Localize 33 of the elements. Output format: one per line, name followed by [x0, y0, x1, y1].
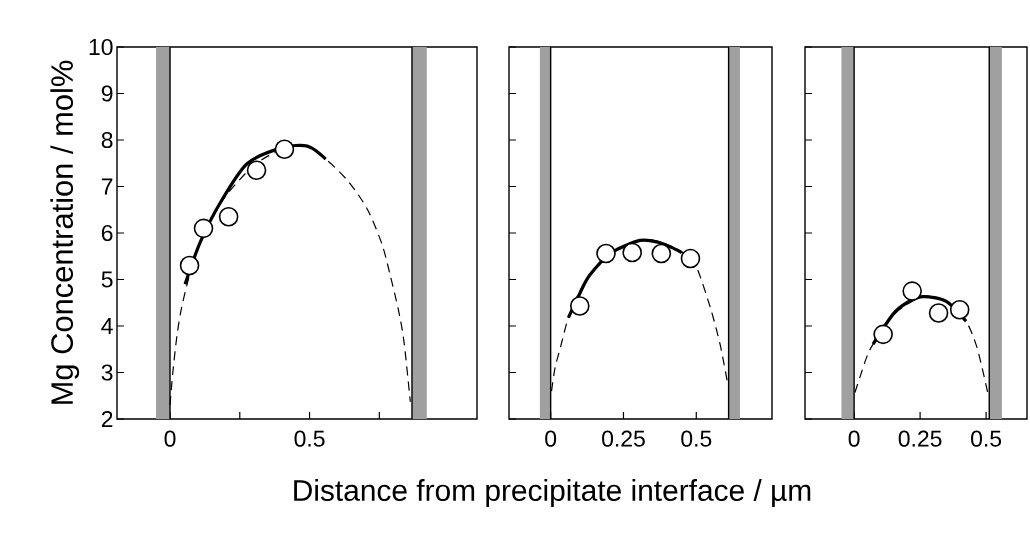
x-tick-label: 0 — [848, 430, 860, 447]
y-tick-label: 6 — [101, 224, 113, 242]
point — [179, 255, 200, 276]
x-tick-label: 0.25 — [898, 430, 942, 447]
point — [218, 206, 239, 227]
point — [193, 218, 214, 239]
point — [873, 324, 893, 345]
x-tick-label: 0.5 — [294, 430, 325, 447]
point — [902, 281, 922, 301]
x-tick-label: 0 — [164, 430, 176, 447]
y-tick-label: 3 — [101, 364, 113, 381]
point — [596, 243, 616, 264]
point — [274, 139, 295, 160]
point — [569, 296, 590, 316]
x-tick-label: 0.5 — [681, 430, 712, 447]
x-tick-label: 0 — [545, 430, 557, 447]
y-tick-label: 4 — [101, 318, 113, 334]
point — [622, 242, 643, 263]
x-tick-label: 0.25 — [602, 430, 645, 447]
y-axis-title: Mg Concentration / mol% — [50, 60, 80, 404]
y-tick-label: 5 — [101, 271, 113, 288]
y-tick-label: 8 — [101, 131, 113, 149]
point — [680, 248, 701, 269]
point — [949, 299, 970, 320]
point — [928, 303, 949, 323]
y-tick-label: 9 — [101, 85, 113, 102]
point — [651, 243, 672, 264]
x-axis-title: Distance from precipitate interface / µm — [294, 479, 811, 507]
point — [246, 160, 267, 181]
y-tick-label: 2 — [101, 411, 113, 427]
y-tick-label: 10 — [89, 38, 113, 56]
y-tick-label: 7 — [101, 178, 113, 195]
x-tick-label: 0.5 — [971, 430, 1002, 447]
